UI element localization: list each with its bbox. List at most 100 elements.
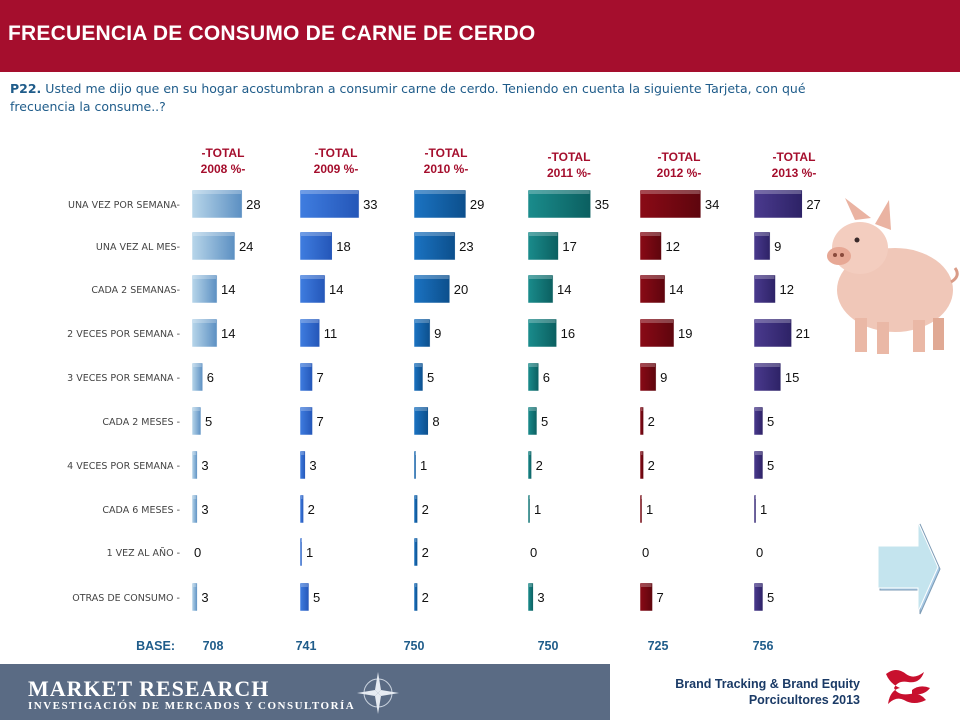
category-label: 2 VECES POR SEMANA -	[67, 329, 180, 340]
bar	[299, 406, 313, 436]
bar-highlight	[529, 408, 536, 411]
bar-highlight	[301, 276, 325, 279]
question-text: P22. Usted me dijo que en su hogar acost…	[10, 80, 830, 116]
category-label: CADA 2 SEMANAS-	[91, 285, 180, 296]
value-label: 2	[422, 545, 429, 560]
series-header: 2011 %-	[547, 166, 591, 180]
value-label: 5	[313, 590, 320, 605]
bar-highlight	[415, 584, 417, 587]
bar-highlight	[755, 452, 762, 455]
bar-highlight	[415, 452, 416, 455]
bar	[527, 274, 554, 304]
value-label: 3	[201, 502, 208, 517]
bar	[191, 189, 243, 219]
bar-highlight	[193, 584, 197, 587]
series-header: -TOTAL	[315, 146, 358, 160]
value-label: 0	[530, 545, 537, 560]
bar	[413, 274, 451, 304]
bar-highlight	[529, 320, 556, 323]
bar-highlight	[415, 408, 428, 411]
value-label: 27	[806, 197, 820, 212]
bar	[191, 406, 202, 436]
bar	[299, 189, 360, 219]
value-label: 2	[308, 502, 315, 517]
brand-subtitle: INVESTIGACIÓN DE MERCADOS Y CONSULTORÍA	[28, 700, 356, 712]
bar	[639, 318, 675, 348]
value-label: 18	[336, 239, 350, 254]
bar	[753, 450, 764, 480]
value-label: 29	[470, 197, 484, 212]
bar-highlight	[301, 452, 305, 455]
value-label: 14	[221, 282, 235, 297]
value-label: 5	[427, 370, 434, 385]
bar-highlight	[301, 233, 332, 236]
bar	[639, 362, 657, 392]
series-header: -TOTAL	[658, 150, 701, 164]
bar	[413, 362, 424, 392]
value-label: 16	[561, 326, 575, 341]
study-label: Brand Tracking & Brand Equity Porciculto…	[610, 676, 860, 708]
value-label: 2	[422, 502, 429, 517]
footer-brand-band	[0, 664, 610, 720]
bar	[639, 189, 702, 219]
bar	[753, 274, 776, 304]
series-header: -TOTAL	[425, 146, 468, 160]
bar-highlight	[193, 408, 200, 411]
client-logo-icon	[872, 660, 954, 718]
value-label: 5	[767, 414, 774, 429]
header-bar	[0, 0, 960, 72]
bar	[413, 582, 418, 612]
bar	[527, 582, 534, 612]
bar	[753, 494, 757, 524]
bar	[413, 450, 417, 480]
value-label: 8	[432, 414, 439, 429]
bar	[191, 231, 236, 261]
bar-highlight	[641, 233, 661, 236]
bar-highlight	[529, 452, 531, 455]
bar-highlight	[301, 320, 319, 323]
bar-highlight	[641, 408, 643, 411]
value-label: 9	[774, 239, 781, 254]
bar	[527, 318, 557, 348]
base-value: 708	[203, 639, 224, 653]
bar	[299, 537, 303, 567]
value-label: 3	[309, 458, 316, 473]
value-label: 20	[454, 282, 468, 297]
bar-highlight	[193, 452, 197, 455]
base-value: 725	[648, 639, 669, 653]
bar-highlight	[415, 233, 455, 236]
value-label: 24	[239, 239, 253, 254]
value-label: 2	[422, 590, 429, 605]
value-label: 5	[767, 458, 774, 473]
value-label: 0	[194, 545, 201, 560]
bar	[299, 318, 320, 348]
bar-highlight	[415, 496, 417, 499]
base-label: BASE:	[136, 639, 175, 653]
bar	[413, 537, 418, 567]
base-value: 750	[404, 639, 425, 653]
bar-highlight	[641, 320, 674, 323]
bar-highlight	[529, 584, 533, 587]
next-arrow-icon[interactable]	[876, 520, 942, 618]
bar	[527, 406, 538, 436]
bar	[753, 189, 803, 219]
bar-highlight	[529, 496, 530, 499]
value-label: 2	[648, 458, 655, 473]
bar	[753, 406, 764, 436]
bar-highlight	[193, 496, 197, 499]
value-label: 14	[669, 282, 683, 297]
bar-highlight	[755, 408, 762, 411]
value-label: 14	[221, 326, 235, 341]
value-label: 17	[562, 239, 576, 254]
bar-highlight	[193, 191, 242, 194]
value-label: 9	[434, 326, 441, 341]
bar-highlight	[529, 364, 538, 367]
bar	[191, 450, 198, 480]
value-label: 19	[678, 326, 692, 341]
study-line-1: Brand Tracking & Brand Equity	[675, 677, 860, 691]
value-label: 7	[317, 370, 324, 385]
bar	[191, 582, 198, 612]
value-label: 2	[536, 458, 543, 473]
bar	[753, 231, 771, 261]
base-value: 741	[296, 639, 317, 653]
